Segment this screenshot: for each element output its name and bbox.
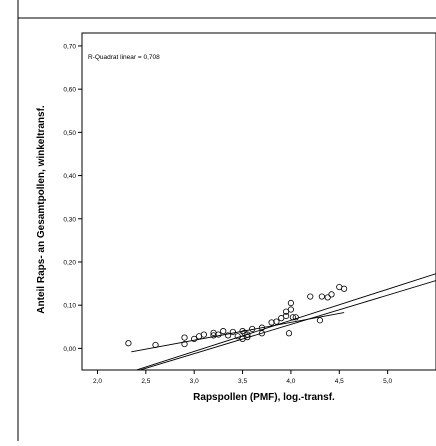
- data-point: [285, 330, 293, 337]
- y-tick-label: 0,60: [63, 87, 76, 94]
- data-point: [125, 340, 132, 347]
- data-point: [318, 293, 325, 300]
- data-point: [239, 328, 246, 335]
- plot-border: [81, 32, 436, 371]
- data-point: [273, 318, 280, 325]
- x-tick-label: 3,5: [238, 378, 247, 385]
- y-tick-label: 0,30: [63, 216, 76, 223]
- data-point: [249, 325, 256, 333]
- data-point: [268, 319, 275, 326]
- data-point: [282, 312, 290, 320]
- x-tick-label: 4,5: [335, 378, 344, 385]
- x-tick-label: 3,0: [190, 378, 199, 385]
- data-point: [220, 328, 227, 335]
- data-point: [224, 332, 232, 339]
- x-tick-label: 2,0: [93, 378, 102, 385]
- x-tick-label: 2,5: [141, 378, 150, 385]
- data-point: [200, 331, 207, 338]
- y-tick-label: 0,70: [63, 43, 76, 50]
- y-tick-label: 0,10: [63, 303, 76, 310]
- regression-line: [134, 273, 436, 370]
- data-point: [316, 317, 324, 324]
- data-point: [324, 294, 331, 301]
- confidence-lower-line: [131, 312, 345, 353]
- data-point: [341, 285, 348, 292]
- axes: 2,0 2,5 3,0 3,5 4,0 4,5 5,0 0,00 0,10 0,20 0,30 0,4…: [63, 43, 392, 385]
- x-axis-title: Rapspollen (PMF), log.-transf.: [193, 392, 335, 403]
- data-point: [287, 299, 295, 307]
- plot-frame: [81, 32, 436, 371]
- data-point: [210, 332, 217, 339]
- data-point: [229, 328, 236, 336]
- x-tick-label: 4,0: [286, 378, 295, 385]
- data-point: [181, 340, 188, 348]
- y-tick-label: 0,00: [63, 346, 76, 353]
- y-axis-title: Anteil Raps- an Gesamtpollen, winkeltran…: [36, 105, 47, 314]
- data-point: [328, 291, 335, 298]
- y-tick-label: 0,40: [63, 173, 76, 180]
- data-point: [234, 333, 241, 340]
- data-point: [289, 314, 296, 321]
- r-squared-annotation: R-Quadrat linear = 0,708: [88, 54, 160, 61]
- data-point: [307, 293, 314, 300]
- y-tick-label: 0,20: [63, 259, 76, 266]
- data-point: [292, 314, 299, 321]
- data-point: [244, 334, 251, 341]
- data-point: [215, 331, 222, 338]
- y-tick-label: 0,50: [63, 130, 76, 137]
- data-point: [244, 331, 251, 338]
- outer-frame: [17, 0, 436, 441]
- data-points: [125, 283, 348, 349]
- data-point: [152, 341, 159, 349]
- x-tick-label: 5,0: [383, 378, 392, 385]
- data-point: [287, 306, 295, 313]
- data-point: [191, 335, 198, 342]
- data-point: [258, 330, 266, 337]
- data-point: [181, 334, 188, 341]
